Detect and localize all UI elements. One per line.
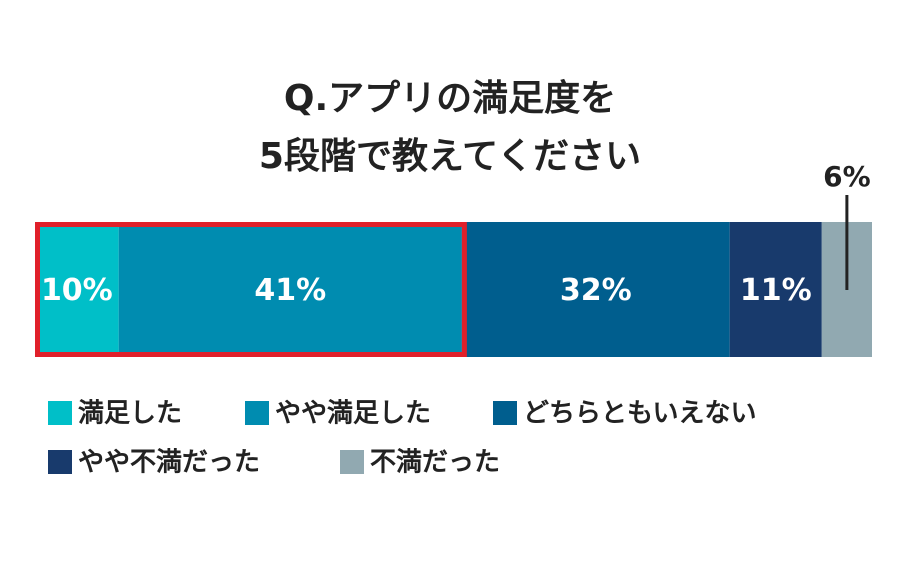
legend-swatch xyxy=(340,450,364,474)
bar-segment xyxy=(118,222,462,357)
value-label: 6% xyxy=(823,160,871,193)
chart-title: 5段階で教えてください xyxy=(259,136,641,177)
legend-label: 満足した xyxy=(78,399,182,429)
value-label: 11% xyxy=(740,273,812,308)
legend-label: どちらともいえない xyxy=(523,399,756,429)
legend-label: 不満だった xyxy=(370,448,500,478)
bar-segment xyxy=(35,222,119,357)
chart-title: Q.アプリの満足度を xyxy=(284,78,616,119)
bar-segment xyxy=(461,222,730,357)
legend-label: やや不満だった xyxy=(78,448,260,478)
legend-swatch xyxy=(493,401,517,425)
legend-swatch xyxy=(48,450,72,474)
value-label: 32% xyxy=(560,273,632,308)
legend-swatch xyxy=(48,401,72,425)
value-label: 10% xyxy=(41,273,113,308)
legend-swatch xyxy=(245,401,269,425)
value-label: 41% xyxy=(254,273,326,308)
legend-label: やや満足した xyxy=(275,399,431,429)
bar-segment xyxy=(729,222,822,357)
highlight-box xyxy=(35,222,467,357)
